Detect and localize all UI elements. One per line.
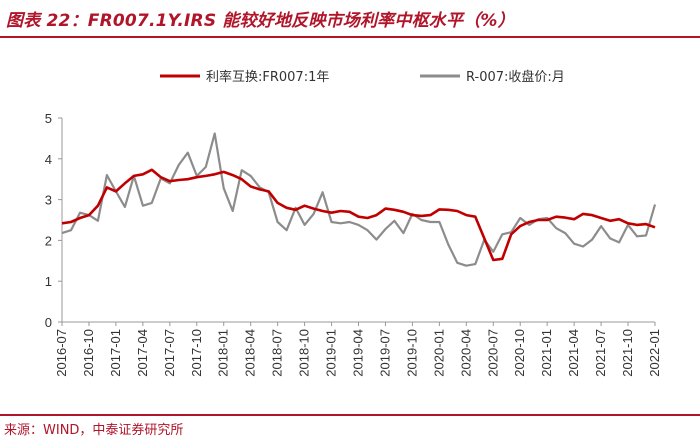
x-tick-label: 2022-01 bbox=[647, 329, 662, 377]
x-tick-label: 2021-10 bbox=[620, 329, 635, 377]
y-tick-label: 1 bbox=[45, 274, 52, 289]
x-tick-label: 2019-07 bbox=[377, 329, 392, 377]
y-tick-label: 0 bbox=[45, 315, 52, 330]
x-tick-label: 2018-07 bbox=[270, 329, 285, 377]
x-tick-label: 2019-01 bbox=[324, 329, 339, 377]
x-tick-label: 2017-10 bbox=[189, 329, 204, 377]
x-tick-label: 2018-10 bbox=[297, 329, 312, 377]
series-layer bbox=[61, 132, 657, 267]
series-line-fr007-irs bbox=[61, 168, 656, 262]
x-tick-label: 2020-01 bbox=[431, 329, 446, 377]
axes: 0 1 2 3 4 5 2016-07 2016-10 2017-01 2017-04 2017-0… bbox=[45, 111, 662, 377]
legend-item-fr007-irs-label: 利率互换:FR007:1年 bbox=[206, 69, 329, 85]
x-tick-label: 2017-01 bbox=[108, 329, 123, 377]
line-chart: 利率互换:FR007:1年 R-007:收盘价:月 0 1 2 3 4 5 2016-07 20… bbox=[45, 69, 662, 377]
x-tick-label: 2017-04 bbox=[135, 329, 150, 377]
footer-divider bbox=[0, 414, 700, 416]
x-tick-label: 2020-07 bbox=[485, 329, 500, 377]
x-tick-label: 2020-10 bbox=[512, 329, 527, 377]
x-tick-label: 2020-04 bbox=[458, 329, 473, 377]
x-tick-label: 2019-10 bbox=[404, 329, 419, 377]
x-tick-label: 2016-10 bbox=[81, 329, 96, 377]
y-tick-label: 5 bbox=[45, 111, 52, 126]
x-tick-label: 2017-07 bbox=[162, 329, 177, 377]
y-tick-label: 4 bbox=[45, 152, 52, 167]
source-note: 来源：WIND，中泰证券研究所 bbox=[4, 423, 184, 438]
x-tick-label: 2021-04 bbox=[566, 329, 581, 377]
series-line-r007 bbox=[61, 132, 657, 267]
x-tick-label: 2018-04 bbox=[243, 329, 258, 377]
chart-title: 图表 22：FR007.1Y.IRS 能较好地反映市场利率中枢水平（%） bbox=[6, 11, 515, 31]
x-tick-label: 2016-07 bbox=[54, 329, 69, 377]
y-tick-label: 2 bbox=[45, 233, 52, 248]
y-tick-label: 3 bbox=[45, 193, 52, 208]
x-tick-label: 2019-04 bbox=[351, 329, 366, 377]
legend-item-r007-label: R-007:收盘价:月 bbox=[466, 69, 565, 85]
x-tick-label: 2018-01 bbox=[216, 329, 231, 377]
x-tick-label: 2021-07 bbox=[593, 329, 608, 377]
title-divider bbox=[0, 36, 700, 38]
x-tick-label: 2021-01 bbox=[539, 329, 554, 377]
legend: 利率互换:FR007:1年 R-007:收盘价:月 bbox=[160, 69, 565, 85]
